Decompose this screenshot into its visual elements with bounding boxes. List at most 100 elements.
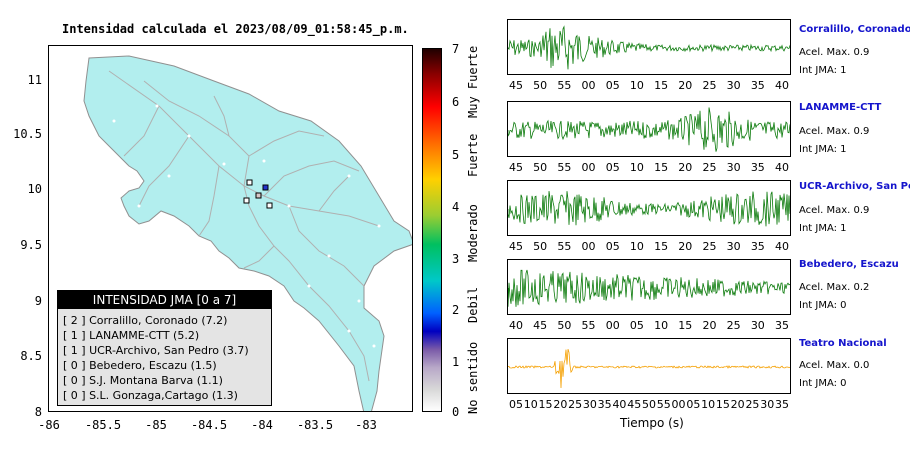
waveform-time-tick: 20 [678, 79, 693, 92]
waveform-time-tick: 10 [629, 79, 644, 92]
waveform-time-tick: 00 [581, 161, 596, 174]
map-y-tick: 8 [34, 405, 42, 419]
station-marker-bebedero [243, 197, 250, 204]
waveform-trace [508, 348, 790, 389]
colorbar-tick: 3 [452, 252, 460, 266]
waveform-time-tick: 00 [581, 240, 596, 253]
station-name: LANAMME-CTT [799, 102, 882, 113]
waveform-time-tick: 05 [605, 240, 620, 253]
waveform-line [508, 191, 790, 227]
station-jma: Int JMA: 1 [799, 223, 847, 234]
waveform-time-tick: 50 [533, 240, 548, 253]
waveform-line [508, 25, 790, 70]
waveform-time-tick: 40 [775, 240, 789, 253]
waveform-time-tick: 45 [509, 240, 523, 253]
map-x-tick: -84 [251, 418, 273, 432]
waveform-time-tick: 30 [750, 319, 765, 332]
waveform-time-tick: 10 [629, 240, 644, 253]
colorbar-category: Moderado [466, 204, 480, 262]
waveform-panel[interactable] [507, 259, 791, 315]
colorbar-category: No sentido [466, 341, 480, 414]
waveform-time-tick: 25 [745, 398, 760, 411]
colorbar-tick: 5 [452, 148, 460, 162]
station-jma: Int JMA: 1 [799, 65, 847, 76]
colorbar-category: Debil [466, 286, 480, 323]
waveform-trace [508, 191, 790, 227]
waveform-time-tick: 50 [533, 79, 548, 92]
colorbar-category: Muy Fuerte [466, 45, 480, 118]
map-y-tick: 9.5 [20, 238, 42, 252]
legend-item: [ 1 ] UCR-Archivo, San Pedro (3.7) [63, 344, 249, 357]
map-x-tick: -83.5 [296, 418, 334, 432]
waveform-time-tick: 35 [750, 240, 765, 253]
waveform-time-tick: 10 [701, 398, 716, 411]
waveform-time-tick: 25 [568, 398, 583, 411]
waveform-time-tick: 40 [775, 79, 789, 92]
waveform-line [508, 269, 790, 307]
waveform-time-tick: 15 [654, 240, 669, 253]
map-x-tick: -85.5 [84, 418, 122, 432]
waveform-time-tick: 50 [642, 398, 656, 411]
station-jma: Int JMA: 1 [799, 144, 847, 155]
map-x-tick: -86 [38, 418, 60, 432]
road-network [108, 70, 380, 382]
waveform-trace [508, 107, 790, 152]
waveform-panel[interactable] [507, 101, 791, 157]
colorbar-tick: 4 [452, 200, 460, 214]
waveform-time-tick: 15 [715, 398, 730, 411]
waveform-time-tick: 40 [775, 161, 789, 174]
station-name: UCR-Archivo, San Pedro [799, 181, 910, 192]
waveform-panel[interactable] [507, 19, 791, 75]
waveform-time-tick: 40 [509, 319, 523, 332]
waveform-time-tick: 45 [509, 161, 523, 174]
waveform-time-tick: 20 [730, 398, 745, 411]
waveform-time-tick: 15 [538, 398, 553, 411]
waveform-time-tick: 05 [605, 161, 620, 174]
station-name: Bebedero, Escazu [799, 259, 899, 270]
waveform-time-tick: 35 [750, 161, 765, 174]
colorbar-tick: 1 [452, 355, 460, 369]
waveform-line [508, 348, 790, 389]
waveform-time-tick: 30 [582, 398, 597, 411]
colorbar-tick: 7 [452, 42, 460, 56]
map-title: Intensidad calculada el 2023/08/09_01:58… [62, 22, 409, 36]
waveform-panel[interactable] [507, 180, 791, 236]
station-accel: Acel. Max. 0.2 [799, 282, 870, 293]
legend-item: [ 1 ] LANAMME-CTT (5.2) [63, 329, 200, 342]
map-y-tick: 9 [34, 294, 42, 308]
waveform-time-tick: 35 [597, 398, 612, 411]
colorbar-tick: 2 [452, 303, 460, 317]
waveform-time-tick: 35 [750, 79, 765, 92]
waveform-time-tick: 25 [702, 161, 717, 174]
waveform-time-tick: 30 [726, 240, 741, 253]
waveform-time-tick: 50 [557, 319, 572, 332]
waveform-time-tick: 05 [509, 398, 523, 411]
legend-item: [ 0 ] S.L. Gonzaga,Cartago (1.3) [63, 389, 238, 402]
waveform-time-tick: 55 [557, 161, 572, 174]
map-x-tick: -83 [355, 418, 377, 432]
waveform-time-tick: 00 [671, 398, 686, 411]
colorbar-category: Fuerte [466, 133, 480, 177]
colorbar-tick: 0 [452, 405, 460, 419]
waveform-time-tick: 10 [629, 161, 644, 174]
intensity-legend: INTENSIDAD JMA [0 a 7] [ 2 ] Corralillo,… [57, 290, 272, 406]
waveform-time-tick: 55 [557, 79, 572, 92]
waveform-time-tick: 55 [557, 240, 572, 253]
map-y-tick: 10 [27, 182, 42, 196]
waveform-time-tick: 45 [627, 398, 642, 411]
waveform-panel[interactable] [507, 338, 791, 394]
waveform-time-tick: 45 [509, 79, 523, 92]
waveform-time-tick: 30 [726, 79, 741, 92]
station-jma: Int JMA: 0 [799, 300, 847, 311]
legend-item: [ 2 ] Corralillo, Coronado (7.2) [63, 314, 228, 327]
map-y-tick: 10.5 [13, 127, 42, 141]
station-accel: Acel. Max. 0.0 [799, 360, 870, 371]
station-marker-gonzaga [266, 202, 273, 209]
waveform-time-tick: 05 [605, 79, 620, 92]
time-axis-label: Tiempo (s) [620, 416, 684, 430]
station-marker-corralillo [262, 184, 269, 191]
waveform-time-tick: 10 [523, 398, 538, 411]
waveform-time-tick: 00 [581, 79, 596, 92]
map-x-tick: -84.5 [190, 418, 228, 432]
waveform-time-tick: 35 [775, 319, 789, 332]
